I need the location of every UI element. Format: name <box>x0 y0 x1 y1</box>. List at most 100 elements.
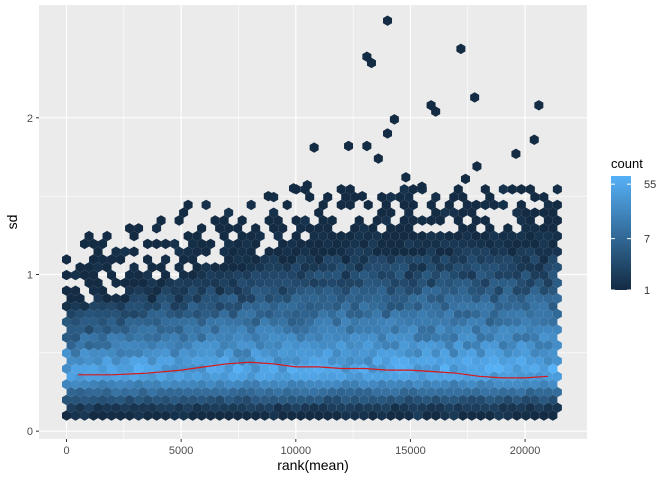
hex-bin <box>314 238 324 250</box>
hex-bin <box>201 308 211 320</box>
hex-bin <box>71 285 81 296</box>
hex-bin <box>377 347 387 359</box>
hex-bin <box>341 394 351 406</box>
hex-bin <box>170 238 180 250</box>
hex-bin <box>426 402 436 413</box>
hex-bin <box>62 379 72 390</box>
hex-bin <box>449 301 459 312</box>
hex-bin <box>539 238 549 250</box>
hex-bin <box>242 379 252 390</box>
hex-bin <box>381 293 391 304</box>
hex-bin <box>156 355 166 367</box>
hex-bin <box>264 308 274 320</box>
hex-bin <box>296 285 306 296</box>
hex-bin <box>327 355 337 367</box>
hex-bin <box>323 285 333 296</box>
hex-bin <box>242 285 252 296</box>
hex-bin <box>543 246 553 257</box>
hex-bin <box>260 301 270 312</box>
hex-bin <box>309 262 319 273</box>
hex-bin <box>188 379 198 390</box>
hex-bin <box>399 293 409 304</box>
hex-bin <box>264 262 274 273</box>
hex-bin <box>363 371 373 382</box>
hex-bin <box>377 191 387 203</box>
hex-bin <box>332 332 342 343</box>
hex-bin <box>215 332 225 343</box>
hex-bin <box>278 379 288 390</box>
hex-bin <box>197 238 207 250</box>
hex-bin <box>300 246 310 257</box>
hex-bin <box>309 246 319 257</box>
hex-bin <box>354 386 364 398</box>
hex-bin <box>435 324 445 335</box>
hex-bin-outlier <box>302 179 312 191</box>
hex-bin <box>219 340 229 351</box>
hex-bin <box>192 293 202 304</box>
hex-bin <box>467 238 477 250</box>
hex-bin <box>318 199 328 211</box>
hex-bin <box>404 191 414 203</box>
hex-bin <box>296 332 306 343</box>
hex-bin <box>107 394 117 406</box>
hex-bin <box>206 238 216 250</box>
hex-bin <box>404 269 414 281</box>
hex-bin <box>363 386 373 398</box>
hex-bin <box>408 371 418 382</box>
hex-bin <box>314 223 324 234</box>
hex-bin-outlier <box>401 172 411 183</box>
hex-bin <box>80 269 90 281</box>
hex-bin <box>120 277 130 289</box>
legend-title: count <box>611 156 643 171</box>
hex-bin <box>417 246 427 257</box>
hex-bin <box>381 386 391 398</box>
hex-bin <box>228 386 238 398</box>
hex-bin <box>507 402 517 413</box>
hex-bin <box>201 355 211 367</box>
hex-bin <box>543 386 553 398</box>
hex-bin <box>453 308 463 320</box>
hex-bin <box>399 246 409 257</box>
hex-bin <box>359 254 369 265</box>
hex-bin <box>480 215 490 226</box>
hex-bin <box>287 347 297 359</box>
hex-bin <box>395 269 405 281</box>
hex-bin <box>264 386 274 398</box>
y-axis-ticks: 0 1 2 <box>27 113 39 438</box>
hex-bin <box>251 223 261 234</box>
hex-bin <box>192 277 202 289</box>
hex-bin <box>462 386 472 398</box>
hex-bin <box>431 379 441 390</box>
hex-bin <box>530 347 540 359</box>
hex-bin <box>179 254 189 265</box>
hex-bin <box>354 215 364 226</box>
hex-bin <box>116 379 126 390</box>
hex-bin <box>174 371 184 382</box>
hex-bin <box>381 340 391 351</box>
hex-bin <box>107 332 117 343</box>
hex-bin <box>161 332 171 343</box>
hex-bin <box>444 324 454 335</box>
hex-bin <box>318 386 328 398</box>
hex-bin <box>291 355 301 367</box>
hex-bin <box>152 238 162 250</box>
hex-bin <box>530 332 540 343</box>
hex-bin <box>287 332 297 343</box>
hex-bin <box>534 308 544 320</box>
hex-bin <box>120 246 130 257</box>
hex-bin <box>201 293 211 304</box>
hex-bin <box>80 238 90 250</box>
hex-bin <box>71 394 81 406</box>
hex-bin <box>282 308 292 320</box>
hex-bin <box>390 355 400 367</box>
hex-bin <box>314 207 324 218</box>
hex-bin <box>476 301 486 312</box>
hex-bin <box>471 293 481 304</box>
x-axis-ticks: 0 5000 10000 15000 20000 <box>63 439 540 457</box>
hex-bin <box>552 371 562 382</box>
hex-bin <box>444 277 454 289</box>
hex-bin <box>323 238 333 250</box>
hex-bin <box>467 223 477 234</box>
hex-bin <box>156 371 166 382</box>
hex-bin <box>80 316 90 328</box>
